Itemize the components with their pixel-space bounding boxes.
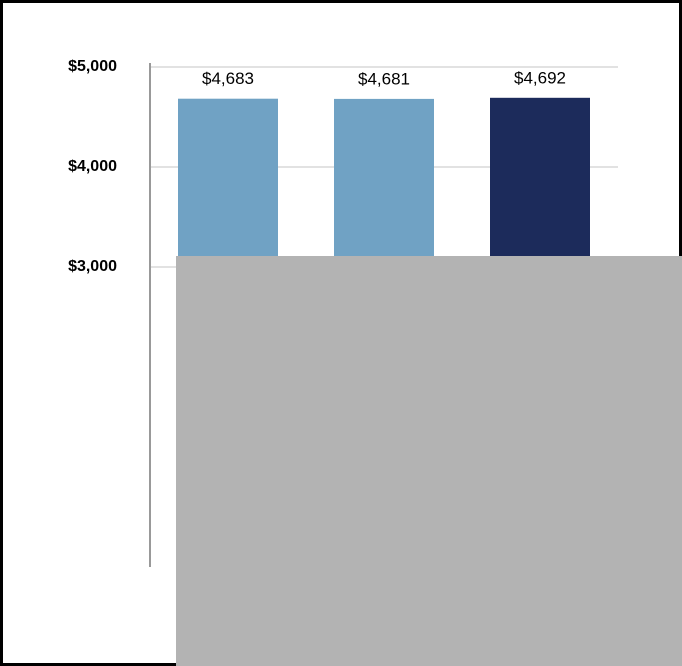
y-tick-label: $4,000 <box>68 158 117 175</box>
value-label: $4,681 <box>358 69 410 88</box>
y-tick-label: $3,000 <box>68 258 117 275</box>
value-label: $4,683 <box>202 69 254 88</box>
overlay <box>176 256 682 666</box>
value-label: $4,692 <box>514 68 566 87</box>
y-tick-label: $5,000 <box>68 58 117 75</box>
